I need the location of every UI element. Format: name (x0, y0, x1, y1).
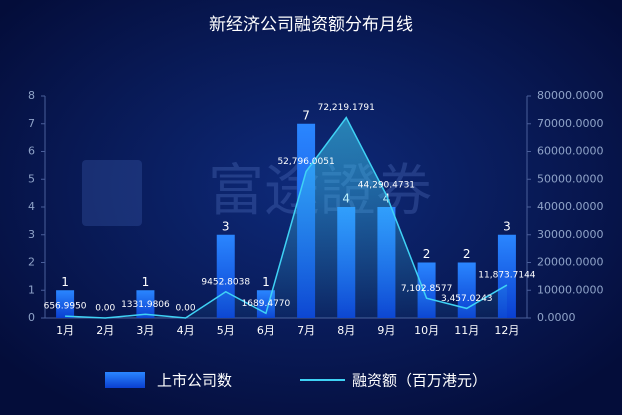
line-value-label: 72,219.1791 (318, 103, 375, 113)
x-tick-label: 7月 (297, 324, 315, 337)
line-area (65, 117, 507, 318)
y-tick-label: 5 (28, 172, 35, 185)
bar-value-label: 1 (61, 275, 69, 289)
y-tick-label: 4 (28, 200, 35, 213)
legend-label: 上市公司数 (157, 372, 232, 390)
x-tick-label: 11月 (454, 324, 479, 337)
x-tick-label: 8月 (337, 324, 355, 337)
y2-tick-label: 60000.0000 (537, 145, 603, 158)
line (65, 116, 508, 319)
bar-value-label: 2 (463, 247, 471, 261)
y-tick-label: 1 (28, 283, 35, 296)
line-value-label: 0.00 (95, 304, 115, 314)
line-value-label: 9452.8038 (201, 277, 250, 287)
line-value-label: 11,873.7144 (478, 271, 536, 281)
y2-tick-label: 10000.0000 (537, 283, 603, 296)
y-tick-label: 2 (28, 256, 35, 269)
line-value-label: 52,796.0051 (277, 157, 334, 167)
line-value-label: 44,290.4731 (358, 181, 415, 191)
bar-value-label: 1 (262, 275, 270, 289)
y2-tick-label: 0.0000 (537, 311, 576, 324)
bar-value-label: 1 (142, 275, 150, 289)
line-value-label: 3,457.0243 (441, 294, 493, 304)
x-tick-label: 5月 (217, 324, 235, 337)
y2-tick-label: 80000.0000 (537, 89, 603, 102)
y2-tick-label: 30000.0000 (537, 228, 603, 241)
bar (136, 290, 155, 318)
line-value-label: 1689.4770 (242, 299, 291, 309)
x-tick-label: 2月 (96, 324, 114, 337)
x-tick-label: 10月 (414, 324, 439, 337)
y-tick-label: 0 (28, 311, 35, 324)
watermark-logo (82, 160, 142, 226)
y2-tick-label: 40000.0000 (537, 200, 603, 213)
bar-value-label: 7 (302, 108, 310, 122)
y-tick-label: 7 (28, 117, 35, 130)
line-value-label: 7,102.8577 (401, 284, 453, 294)
line-value-label: 0.00 (176, 304, 196, 314)
y-tick-label: 3 (28, 228, 35, 241)
x-tick-label: 4月 (177, 324, 195, 337)
x-tick-label: 12月 (494, 324, 519, 337)
chart-title: 新经济公司融资额分布月线 (209, 15, 413, 35)
y2-tick-label: 50000.0000 (537, 172, 603, 185)
x-tick-label: 9月 (377, 324, 395, 337)
x-tick-label: 3月 (136, 324, 154, 337)
y2-tick-label: 70000.0000 (537, 117, 603, 130)
legend-swatch (105, 372, 145, 388)
bar-value-label: 2 (423, 247, 431, 261)
bar-value-label: 3 (503, 219, 511, 233)
legend-label: 融资额（百万港元） (352, 372, 487, 390)
y2-tick-label: 20000.0000 (537, 256, 603, 269)
bar (457, 262, 476, 318)
line-value-label: 656.9950 (44, 302, 87, 312)
bar (56, 290, 75, 318)
y-tick-label: 6 (28, 145, 35, 158)
x-tick-label: 6月 (257, 324, 275, 337)
y-tick-label: 8 (28, 89, 35, 102)
x-tick-label: 1月 (56, 324, 74, 337)
bar-value-label: 3 (222, 219, 230, 233)
line-value-label: 1331.9806 (121, 300, 170, 310)
